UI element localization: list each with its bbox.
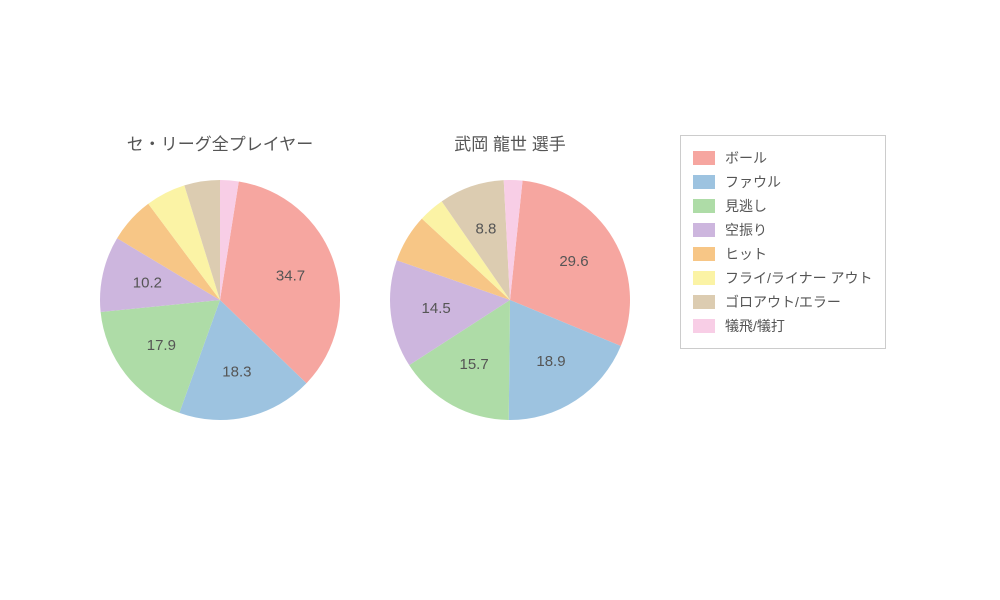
legend-label: ボール [725,148,767,168]
pie-title: 武岡 龍世 選手 [360,130,660,155]
legend-swatch-flyout [693,271,715,285]
pie-slice-label-looking: 17.9 [147,337,176,354]
pie-slice-label-foul: 18.3 [222,363,251,380]
pie-chart: 29.6 18.9 15.7 14.5 8.8 [380,170,640,430]
legend-swatch-ball [693,151,715,165]
legend-item-flyout: フライ/ライナー アウト [693,268,873,288]
legend-label: 見逃し [725,196,767,216]
legend-swatch-looking [693,199,715,213]
pie-slice-label-ball: 34.7 [276,267,305,284]
legend-label: フライ/ライナー アウト [725,268,873,288]
legend-swatch-ground [693,295,715,309]
chart-container: セ・リーグ全プレイヤー 34.7 18.3 17.9 10.2 武岡 龍世 選手 29.6 1… [0,0,1000,600]
legend-swatch-foul [693,175,715,189]
pie-slice-label-swing: 14.5 [422,300,451,317]
legend-swatch-swing [693,223,715,237]
legend: ボールファウル見逃し空振りヒットフライ/ライナー アウトゴロアウト/エラー犠飛/… [680,135,886,349]
legend-item-looking: 見逃し [693,196,873,216]
legend-item-hit: ヒット [693,244,873,264]
legend-label: 空振り [725,220,767,240]
legend-item-ground: ゴロアウト/エラー [693,292,873,312]
pie-slice-label-swing: 10.2 [133,275,162,292]
pie-chart: 34.7 18.3 17.9 10.2 [90,170,350,430]
legend-item-ball: ボール [693,148,873,168]
pie-slice-label-ball: 29.6 [559,253,588,270]
pie-slice-label-ground: 8.8 [476,221,497,238]
legend-swatch-hit [693,247,715,261]
pie-slice-label-looking: 15.7 [459,356,488,373]
legend-label: 犠飛/犠打 [725,316,785,336]
legend-item-swing: 空振り [693,220,873,240]
legend-item-foul: ファウル [693,172,873,192]
legend-label: ファウル [725,172,781,192]
legend-label: ゴロアウト/エラー [725,292,841,312]
pie-slice-label-foul: 18.9 [536,353,565,370]
legend-swatch-sac [693,319,715,333]
legend-label: ヒット [725,244,767,264]
legend-item-sac: 犠飛/犠打 [693,316,873,336]
pie-title: セ・リーグ全プレイヤー [70,130,370,155]
